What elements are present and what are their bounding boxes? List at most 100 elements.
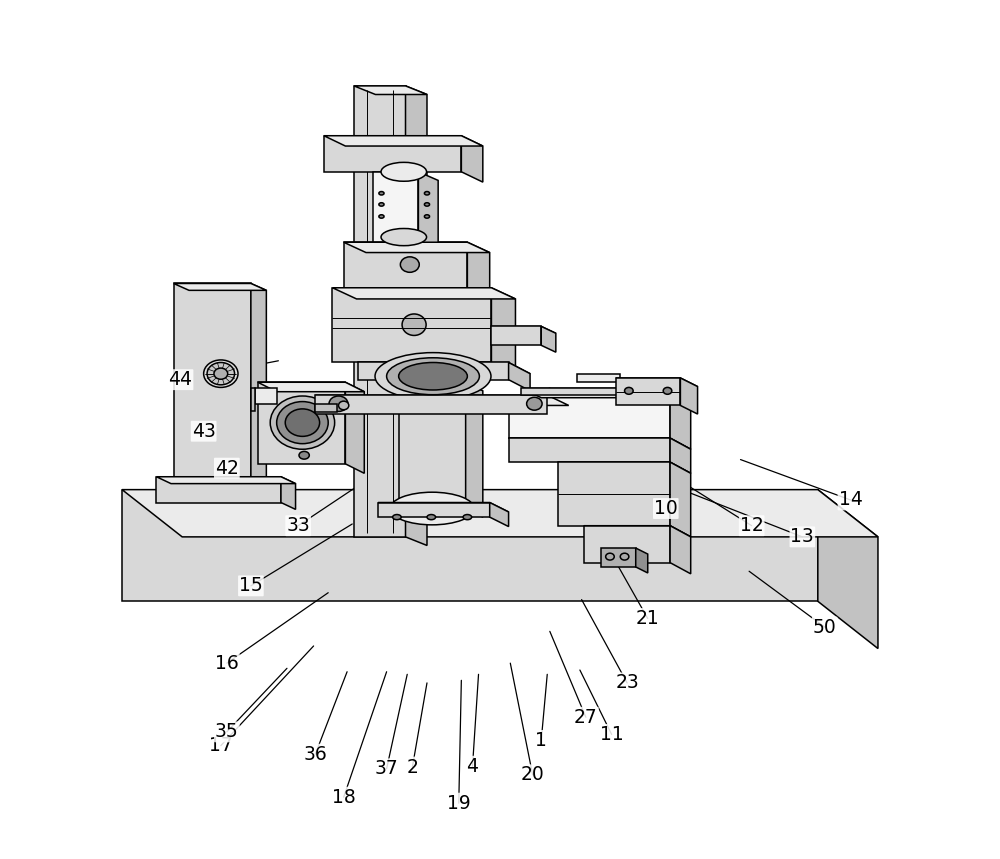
Text: 15: 15 (239, 576, 263, 595)
Polygon shape (467, 242, 490, 298)
Polygon shape (509, 397, 670, 438)
Text: 20: 20 (521, 765, 545, 784)
Polygon shape (344, 242, 490, 253)
Ellipse shape (427, 515, 436, 520)
Text: 17: 17 (209, 736, 233, 755)
Ellipse shape (214, 368, 228, 380)
Ellipse shape (299, 452, 309, 460)
Polygon shape (541, 326, 556, 352)
Ellipse shape (606, 553, 614, 560)
Polygon shape (521, 388, 648, 395)
Ellipse shape (379, 192, 384, 195)
Ellipse shape (424, 192, 430, 195)
Polygon shape (315, 395, 547, 414)
Polygon shape (345, 382, 364, 473)
Polygon shape (373, 172, 418, 242)
Polygon shape (324, 136, 483, 146)
Ellipse shape (387, 357, 479, 395)
Polygon shape (509, 397, 691, 408)
Text: 36: 36 (303, 745, 327, 764)
Ellipse shape (402, 314, 426, 335)
Ellipse shape (663, 387, 672, 394)
Ellipse shape (277, 402, 328, 443)
Polygon shape (251, 283, 266, 484)
Text: 14: 14 (839, 490, 862, 509)
Text: 33: 33 (286, 516, 310, 535)
Text: 50: 50 (813, 618, 837, 637)
Polygon shape (461, 136, 483, 182)
Polygon shape (122, 490, 878, 537)
Text: 10: 10 (654, 499, 678, 518)
Polygon shape (358, 362, 530, 374)
Text: 27: 27 (574, 708, 598, 727)
Text: 18: 18 (332, 788, 356, 807)
Text: 23: 23 (615, 673, 639, 692)
Text: 16: 16 (215, 654, 239, 673)
Polygon shape (558, 462, 691, 473)
Ellipse shape (390, 492, 474, 525)
Polygon shape (344, 242, 467, 288)
Ellipse shape (207, 362, 235, 385)
Polygon shape (255, 388, 277, 404)
Polygon shape (491, 288, 515, 374)
Text: 4: 4 (467, 757, 479, 776)
Polygon shape (174, 283, 251, 477)
Polygon shape (491, 326, 541, 345)
Polygon shape (584, 526, 670, 563)
Polygon shape (818, 490, 878, 649)
Polygon shape (122, 490, 818, 601)
Ellipse shape (285, 409, 320, 436)
Ellipse shape (400, 257, 419, 272)
Ellipse shape (379, 203, 384, 206)
Polygon shape (680, 378, 698, 414)
Polygon shape (670, 526, 691, 574)
Ellipse shape (329, 396, 348, 411)
Ellipse shape (463, 515, 472, 520)
Polygon shape (358, 362, 509, 380)
Polygon shape (513, 388, 556, 406)
Text: 37: 37 (375, 759, 398, 778)
Ellipse shape (620, 553, 629, 560)
Polygon shape (156, 477, 281, 503)
Ellipse shape (339, 401, 349, 410)
Polygon shape (406, 86, 427, 545)
Ellipse shape (424, 203, 430, 206)
Text: 19: 19 (447, 794, 471, 813)
Polygon shape (670, 438, 691, 473)
Polygon shape (378, 503, 509, 512)
Polygon shape (258, 382, 345, 464)
Ellipse shape (424, 215, 430, 218)
Text: 44: 44 (168, 370, 192, 389)
Ellipse shape (381, 228, 427, 246)
Ellipse shape (379, 215, 384, 218)
Polygon shape (378, 503, 490, 517)
Polygon shape (315, 395, 569, 405)
Text: 2: 2 (406, 758, 418, 777)
Ellipse shape (527, 397, 542, 410)
Ellipse shape (375, 352, 491, 400)
Ellipse shape (625, 387, 633, 394)
Polygon shape (509, 362, 530, 391)
Polygon shape (281, 477, 296, 509)
Text: 35: 35 (215, 722, 239, 741)
Polygon shape (636, 548, 648, 573)
Polygon shape (324, 136, 461, 172)
Ellipse shape (393, 515, 401, 520)
Ellipse shape (381, 162, 427, 181)
Polygon shape (332, 288, 515, 299)
Polygon shape (399, 382, 466, 509)
Text: 1: 1 (535, 731, 547, 750)
Polygon shape (490, 503, 509, 527)
Text: 42: 42 (215, 459, 239, 478)
Text: 11: 11 (600, 725, 624, 744)
Polygon shape (670, 462, 691, 537)
Polygon shape (174, 283, 266, 290)
Polygon shape (251, 388, 255, 411)
Polygon shape (491, 326, 556, 333)
Polygon shape (418, 172, 438, 251)
Polygon shape (601, 548, 636, 567)
Polygon shape (509, 438, 691, 449)
Polygon shape (584, 526, 691, 537)
Ellipse shape (270, 396, 335, 449)
Polygon shape (258, 382, 364, 392)
